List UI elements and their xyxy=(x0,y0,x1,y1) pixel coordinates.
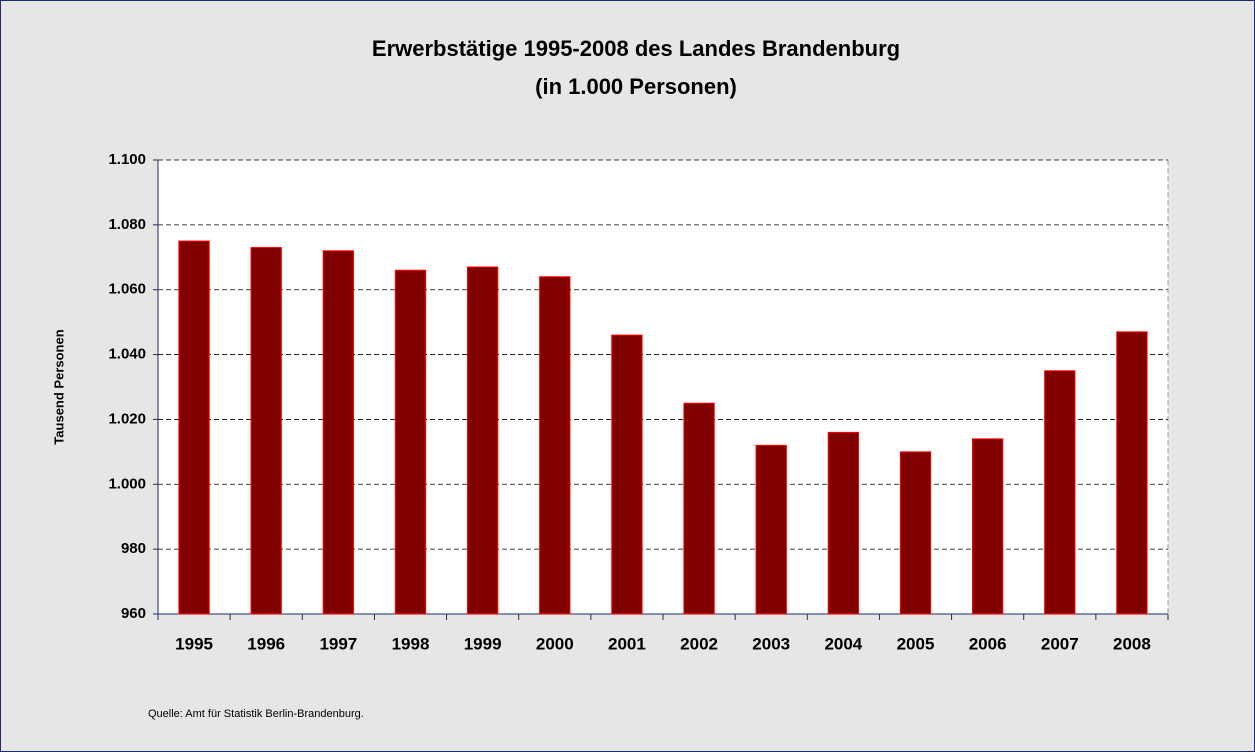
y-tick-label: 980 xyxy=(121,540,146,557)
bar xyxy=(1116,331,1148,615)
x-tick-label: 1999 xyxy=(464,634,502,653)
bar xyxy=(899,451,932,615)
x-tick-label: 2003 xyxy=(752,634,790,653)
x-tick-label: 2005 xyxy=(897,634,935,653)
chart-title: Erwerbstätige 1995-2008 des Landes Brand… xyxy=(372,36,900,61)
y-tick-label: 1.100 xyxy=(108,151,146,168)
y-tick-label: 1.040 xyxy=(108,346,146,363)
plot-area xyxy=(158,160,1168,614)
y-tick-label: 1.000 xyxy=(108,475,146,492)
bar xyxy=(394,269,427,615)
x-tick-label: 1995 xyxy=(175,634,213,653)
x-tick-label: 2000 xyxy=(536,634,574,653)
x-tick-label: 2001 xyxy=(608,634,646,653)
x-tick-label: 1996 xyxy=(247,634,285,653)
y-axis-label: Tausend Personen xyxy=(51,329,66,444)
x-tick-label: 1998 xyxy=(392,634,430,653)
y-tick-label: 1.080 xyxy=(108,216,146,233)
bar xyxy=(611,334,643,615)
bar xyxy=(755,444,787,615)
bar xyxy=(322,250,355,615)
bar xyxy=(827,431,860,615)
x-tick-label: 1997 xyxy=(319,634,357,653)
bar xyxy=(250,247,282,615)
x-tick-label: 2004 xyxy=(824,634,862,653)
y-tick-label: 1.020 xyxy=(108,410,146,427)
bar xyxy=(466,266,499,615)
x-tick-label: 2002 xyxy=(680,634,718,653)
bar xyxy=(971,438,1004,615)
y-tick-label: 960 xyxy=(121,605,146,622)
bar xyxy=(178,240,210,615)
x-tick-label: 2007 xyxy=(1041,634,1079,653)
bar xyxy=(539,276,571,615)
y-tick-label: 1.060 xyxy=(108,281,146,298)
bar xyxy=(1044,370,1076,615)
x-tick-label: 2006 xyxy=(969,634,1007,653)
x-tick-label: 2008 xyxy=(1113,634,1151,653)
source-note: Quelle: Amt für Statistik Berlin-Branden… xyxy=(148,708,364,720)
chart-subtitle: (in 1.000 Personen) xyxy=(535,74,737,99)
bar xyxy=(683,402,715,615)
